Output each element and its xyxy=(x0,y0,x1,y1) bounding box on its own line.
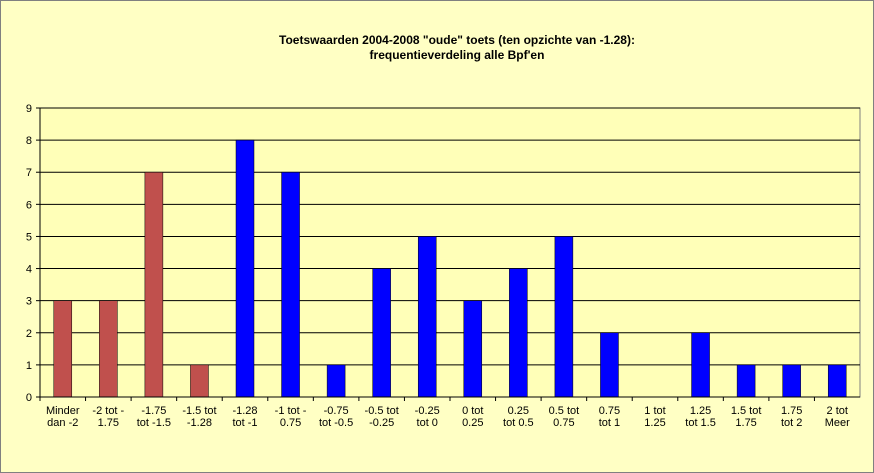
bar xyxy=(554,236,574,398)
bar xyxy=(509,268,528,398)
y-tick-label: 9 xyxy=(26,103,32,115)
bar xyxy=(417,236,437,398)
bar xyxy=(99,300,118,398)
bar xyxy=(736,364,756,398)
x-tick-label: 1.25 tot 1.5 xyxy=(685,405,716,429)
y-tick-label: 0 xyxy=(26,392,32,404)
x-tick-label: 0 tot 0.25 xyxy=(462,405,483,429)
y-tick-label: 5 xyxy=(26,231,32,243)
y-tick-label: 3 xyxy=(26,296,32,308)
bar xyxy=(53,300,73,398)
bar xyxy=(281,171,300,398)
x-tick-label: -0.25 tot 0 xyxy=(415,405,440,429)
x-tick-label: 0.75 tot 1 xyxy=(599,405,620,429)
x-tick-label: -0.5 tot -0.25 xyxy=(365,405,399,429)
bar xyxy=(190,364,209,398)
x-tick-label: 1.75 tot 2 xyxy=(781,405,802,429)
bar xyxy=(600,332,619,398)
x-tick-label: -2 tot -1.75 xyxy=(92,405,124,429)
chart-title: Toetswaarden 2004-2008 "oude" toets (ten… xyxy=(279,33,635,62)
bar xyxy=(372,268,391,398)
x-tick-label: -1 tot -0.75 xyxy=(275,405,307,429)
x-tick-label: 1 tot 1.25 xyxy=(644,405,665,429)
x-tick-label: -1.75 tot -1.5 xyxy=(137,405,171,429)
y-tick-label: 1 xyxy=(26,360,32,372)
y-tick-label: 2 xyxy=(26,328,32,340)
y-tick-label: 6 xyxy=(26,199,32,211)
bar xyxy=(326,364,346,398)
plot-area xyxy=(39,107,861,398)
y-tick-label: 8 xyxy=(26,135,32,147)
bar xyxy=(691,332,710,398)
bar xyxy=(144,171,164,398)
x-tick-label: Minder dan -2 xyxy=(46,405,80,429)
x-tick-label: -0.75 tot -0.5 xyxy=(319,405,353,429)
y-tick-label: 4 xyxy=(26,264,32,276)
x-tick-label: -1.28 tot -1 xyxy=(232,405,257,429)
x-tick-label: 2 tot Meer xyxy=(825,405,850,429)
bar xyxy=(827,364,847,398)
bar xyxy=(463,300,483,398)
x-tick-label: 0.25 tot 0.5 xyxy=(503,405,534,429)
y-tick-label: 7 xyxy=(26,167,32,179)
x-tick-label: 0.5 tot 0.75 xyxy=(549,405,580,429)
x-tick-label: 1.5 tot 1.75 xyxy=(731,405,762,429)
bar xyxy=(782,364,801,398)
x-tick-label: -1.5 tot -1.28 xyxy=(182,405,216,429)
bar xyxy=(235,139,255,398)
